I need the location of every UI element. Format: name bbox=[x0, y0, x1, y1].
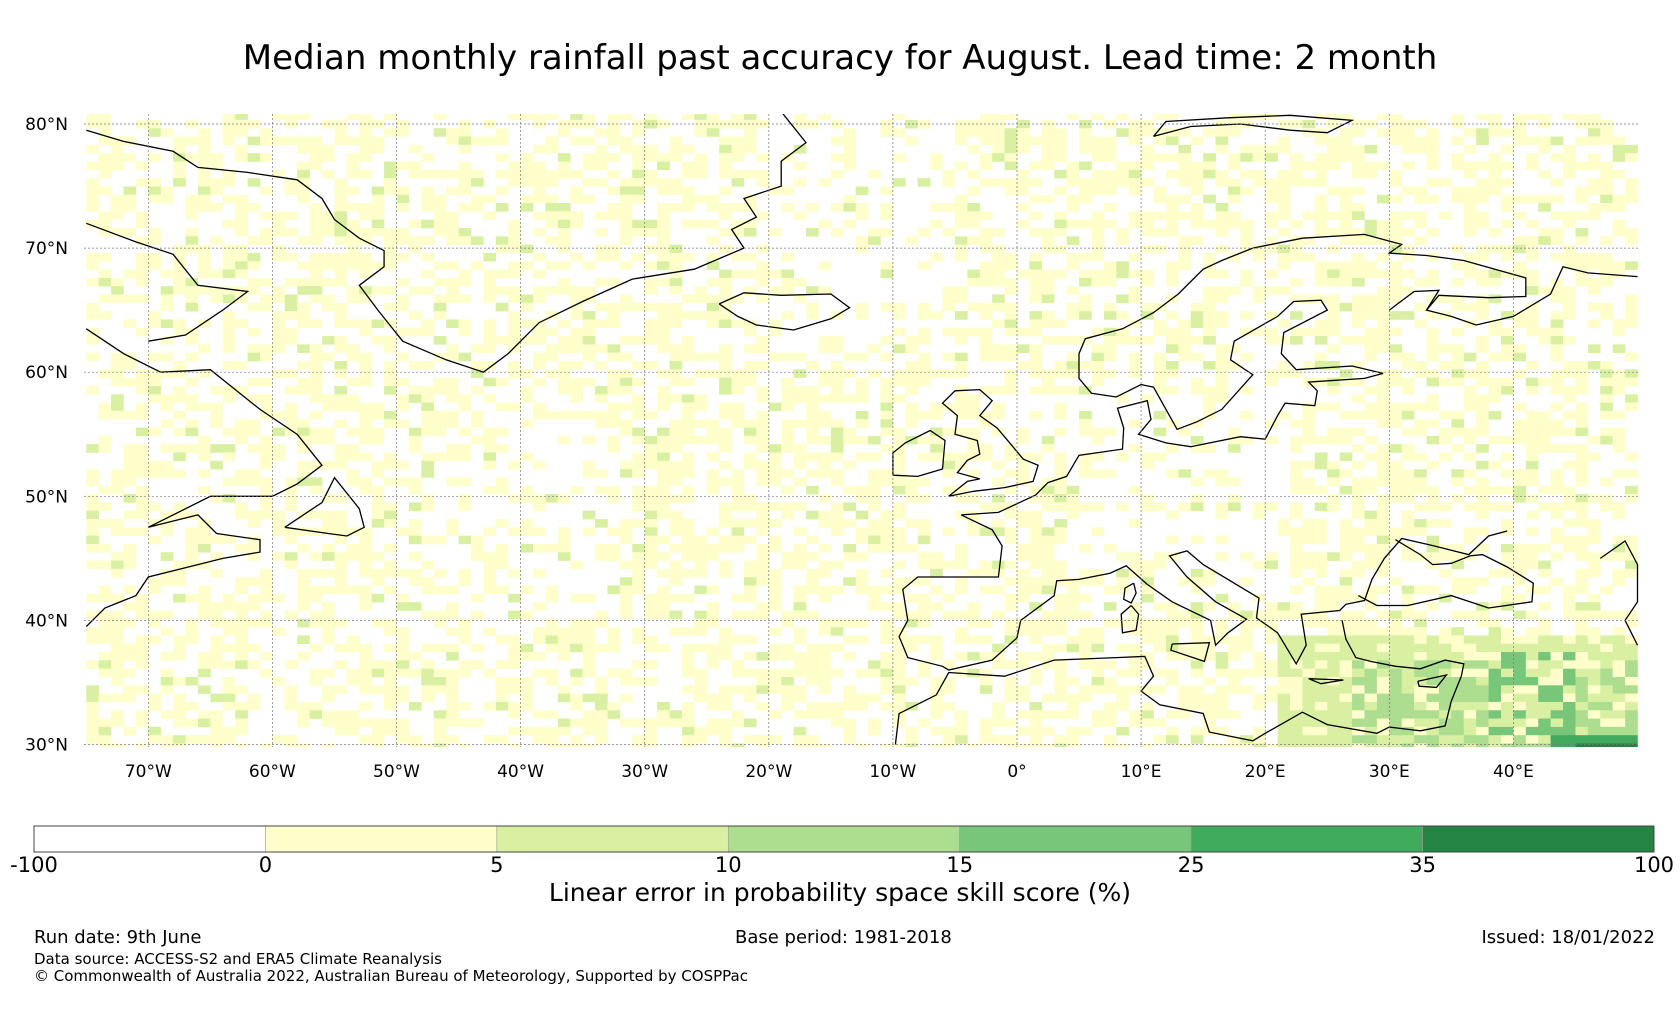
lon-label: 10°W bbox=[869, 762, 916, 782]
colorbar-tick-label: 35 bbox=[1409, 853, 1436, 877]
colorbar-bin bbox=[1190, 825, 1423, 853]
colorbar-bin bbox=[959, 825, 1192, 853]
lat-label: 70°N bbox=[25, 239, 68, 259]
skill-score-grid bbox=[86, 114, 1638, 747]
lon-label: 40°E bbox=[1493, 762, 1534, 782]
coastlines bbox=[85, 114, 1639, 745]
lat-label: 60°N bbox=[25, 363, 68, 383]
colorbar-label: Linear error in probability space skill … bbox=[548, 878, 1132, 907]
lon-label: 60°W bbox=[249, 762, 296, 782]
colorbar-tick-label: 25 bbox=[1178, 853, 1205, 877]
lat-label: 30°N bbox=[25, 736, 68, 756]
latitude-labels: 80°N 70°N 60°N 50°N 40°N 30°N bbox=[25, 115, 68, 756]
lat-label: 80°N bbox=[25, 115, 68, 135]
colorbar-tick-labels: -100 0 5 10 15 25 35 100 bbox=[10, 853, 1674, 877]
colorbar bbox=[33, 825, 1655, 853]
colorbar-bin bbox=[1422, 825, 1655, 853]
colorbar-bin bbox=[496, 825, 729, 853]
colorbar-tick-label: 15 bbox=[946, 853, 973, 877]
lon-label: 40°W bbox=[497, 762, 544, 782]
longitude-labels: 70°W 60°W 50°W 40°W 30°W 20°W 10°W 0° 10°E 20°E 30… bbox=[125, 762, 1534, 782]
colorbar-bin bbox=[265, 825, 498, 853]
lon-label: 20°W bbox=[745, 762, 792, 782]
lon-label: 30°E bbox=[1369, 762, 1410, 782]
lon-label: 50°W bbox=[373, 762, 420, 782]
lat-label: 40°N bbox=[25, 611, 68, 631]
run-date: Run date: 9th June bbox=[34, 927, 202, 948]
copyright: © Commonwealth of Australia 2022, Austra… bbox=[34, 967, 748, 985]
colorbar-tick-label: 5 bbox=[490, 853, 503, 877]
issued-date: Issued: 18/01/2022 bbox=[1481, 927, 1655, 948]
lon-label: 20°E bbox=[1245, 762, 1286, 782]
lon-label: 70°W bbox=[125, 762, 172, 782]
lon-label: 10°E bbox=[1121, 762, 1162, 782]
lon-label: 30°W bbox=[621, 762, 668, 782]
colorbar-tick-label: 0 bbox=[259, 853, 272, 877]
map-title: Median monthly rainfall past accuracy fo… bbox=[242, 38, 1438, 78]
colorbar-tick-label: 100 bbox=[1634, 853, 1674, 877]
base-period: Base period: 1981-2018 bbox=[735, 927, 952, 948]
colorbar-tick-label: 10 bbox=[715, 853, 742, 877]
gridlines bbox=[84, 114, 1640, 747]
colorbar-bin bbox=[727, 825, 961, 853]
colorbar-bin bbox=[33, 825, 266, 853]
lat-label: 50°N bbox=[25, 487, 68, 507]
data-source: Data source: ACCESS-S2 and ERA5 Climate … bbox=[34, 950, 442, 968]
lon-label: 0° bbox=[1007, 762, 1026, 782]
colorbar-tick-label: -100 bbox=[10, 853, 58, 877]
